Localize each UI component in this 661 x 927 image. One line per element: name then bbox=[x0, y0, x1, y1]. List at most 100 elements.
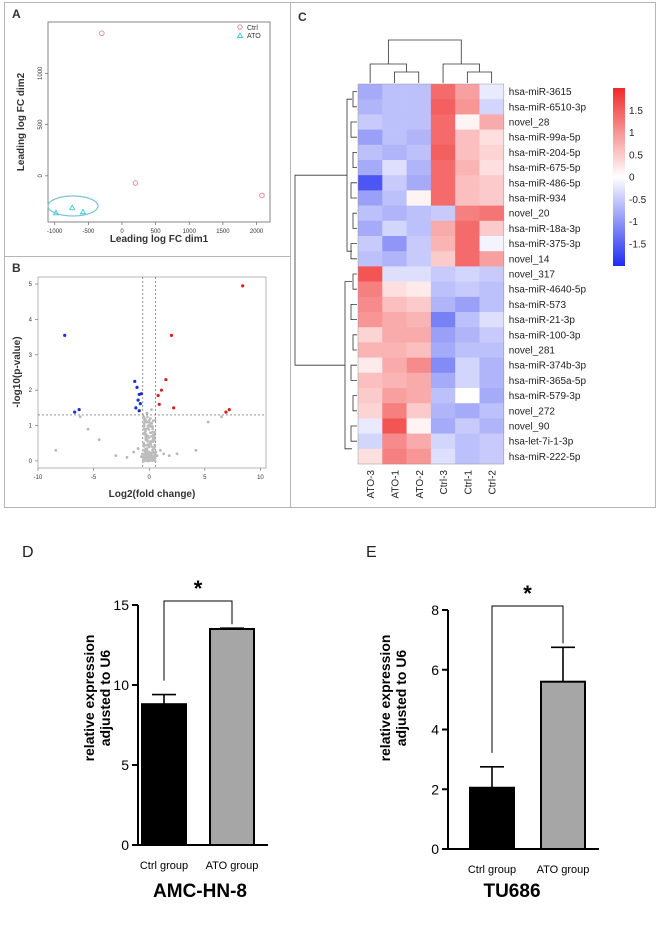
legend-ctrl-label: Ctrl bbox=[247, 25, 258, 32]
heatmap-cell bbox=[479, 144, 505, 161]
heatmap-cell bbox=[430, 418, 456, 434]
heatmap-row-label: hsa-miR-222-5p bbox=[509, 452, 581, 463]
heatmap-cell bbox=[358, 342, 383, 358]
bar-category-label: ATO group bbox=[206, 860, 259, 872]
color-scale-bar bbox=[613, 88, 625, 266]
heatmap-cell bbox=[479, 114, 505, 130]
heatmap-row-label: hsa-miR-375-3p bbox=[509, 239, 581, 250]
heatmap-cell bbox=[455, 220, 480, 237]
heatmap-row-label: novel_317 bbox=[509, 270, 556, 281]
bar-category-label: Ctrl group bbox=[140, 860, 188, 872]
volcano-point-ns-dense bbox=[151, 425, 154, 428]
heatmap-cell bbox=[479, 281, 505, 298]
heatmap-cell bbox=[406, 281, 432, 298]
heatmap-col-label: ATO-1 bbox=[390, 470, 401, 499]
heatmap-cell bbox=[382, 327, 407, 343]
heatmap-cell bbox=[455, 372, 480, 389]
dendrogram-branch bbox=[352, 334, 357, 351]
heatmap-cell bbox=[479, 129, 505, 146]
heatmap-cell bbox=[406, 418, 432, 434]
heatmap-cell bbox=[430, 342, 456, 358]
volcano-point-ns-dense bbox=[143, 420, 147, 424]
heatmap-cell bbox=[358, 205, 383, 222]
panel-a-ylabel: Leading log FC dim2 bbox=[16, 72, 27, 171]
panel-a-xtick-label: 500 bbox=[151, 229, 162, 235]
heatmap-cell bbox=[406, 327, 432, 343]
heatmap-cell bbox=[455, 84, 480, 100]
heatmap-cell bbox=[479, 236, 505, 252]
heatmap-cell bbox=[358, 296, 383, 313]
ato-point bbox=[68, 204, 76, 211]
heatmap-cell bbox=[358, 372, 383, 389]
volcano-point-down bbox=[63, 333, 67, 337]
heatmap-cell bbox=[430, 296, 456, 313]
volcano-point-ns bbox=[141, 452, 144, 456]
heatmap-cell bbox=[382, 281, 407, 298]
heatmap-cell bbox=[382, 175, 407, 191]
color-scale-label: -1 bbox=[629, 217, 638, 228]
heatmap-cell bbox=[382, 403, 407, 419]
color-scale-label: 0.5 bbox=[629, 150, 643, 161]
heatmap-cell bbox=[479, 266, 505, 282]
bar-category-label: Ctrl group bbox=[468, 864, 516, 876]
heatmap-row-label: hsa-miR-486-5p bbox=[509, 178, 581, 189]
heatmap-cell bbox=[430, 175, 456, 191]
heatmap-cell bbox=[479, 220, 505, 237]
dendrogram-branch bbox=[294, 174, 347, 366]
volcano-point-ns-dense bbox=[147, 459, 150, 463]
heatmap-cell bbox=[455, 236, 480, 252]
heatmap-cell bbox=[479, 448, 505, 465]
heatmap-cell bbox=[382, 251, 407, 267]
volcano-point-ns-dense bbox=[144, 436, 147, 439]
panel-a-xtick-label: 0 bbox=[120, 229, 124, 235]
volcano-point-ns-dense bbox=[151, 419, 155, 423]
heatmap-cell bbox=[479, 251, 505, 267]
dendrogram-branch bbox=[352, 395, 357, 412]
dendrogram-branch bbox=[350, 121, 357, 138]
heatmap-cell bbox=[358, 175, 383, 191]
heatmap-cell bbox=[358, 281, 383, 298]
panel-a-xtick-label: -1000 bbox=[47, 229, 63, 235]
heatmap-cell bbox=[382, 190, 407, 206]
heatmap-cell bbox=[430, 281, 456, 298]
dendrogram-branch bbox=[352, 152, 357, 168]
heatmap-cell bbox=[406, 220, 432, 237]
significance-star: * bbox=[523, 581, 532, 606]
color-scale-label: 1.5 bbox=[629, 106, 643, 117]
heatmap-cell bbox=[382, 433, 407, 450]
heatmap-cell bbox=[382, 84, 407, 100]
heatmap-row-label: novel_14 bbox=[509, 254, 550, 265]
significance-star: * bbox=[194, 576, 203, 601]
heatmap-cell bbox=[479, 84, 505, 100]
volcano-point-down bbox=[133, 379, 137, 383]
volcano-point-ns bbox=[114, 454, 118, 458]
volcano-point-ns bbox=[220, 415, 223, 419]
volcano-point-ns bbox=[136, 447, 140, 450]
heatmap-cell bbox=[430, 84, 456, 100]
volcano-point-up bbox=[224, 410, 228, 414]
heatmap-cell bbox=[406, 266, 432, 282]
heatmap-cell bbox=[382, 129, 407, 146]
heatmap-cell bbox=[455, 342, 480, 358]
bar-ato bbox=[209, 628, 255, 846]
dendrogram-branch bbox=[442, 63, 480, 83]
heatmap-cell bbox=[406, 372, 432, 389]
heatmap-row-label: hsa-miR-204-5p bbox=[509, 148, 581, 159]
heatmap-cell bbox=[406, 433, 432, 450]
heatmap-cell bbox=[455, 281, 480, 298]
heatmap-cell bbox=[430, 236, 456, 252]
bar-ytick-label: 15 bbox=[113, 597, 129, 613]
heatmap-cell bbox=[455, 312, 480, 328]
heatmap-cell bbox=[382, 312, 407, 328]
heatmap-cell bbox=[455, 144, 480, 161]
volcano-point-ns bbox=[142, 415, 146, 419]
bar-ytick-label: 6 bbox=[431, 662, 439, 678]
panel-d-ylabel-line1: relative expression bbox=[81, 635, 97, 762]
heatmap-cell bbox=[430, 144, 456, 161]
heatmap-cell bbox=[455, 433, 480, 450]
heatmap-cell bbox=[455, 296, 480, 313]
heatmap-cell bbox=[430, 99, 456, 115]
volcano-point-ns bbox=[125, 455, 129, 459]
heatmap-cell bbox=[455, 251, 480, 267]
heatmap-cell bbox=[382, 114, 407, 130]
